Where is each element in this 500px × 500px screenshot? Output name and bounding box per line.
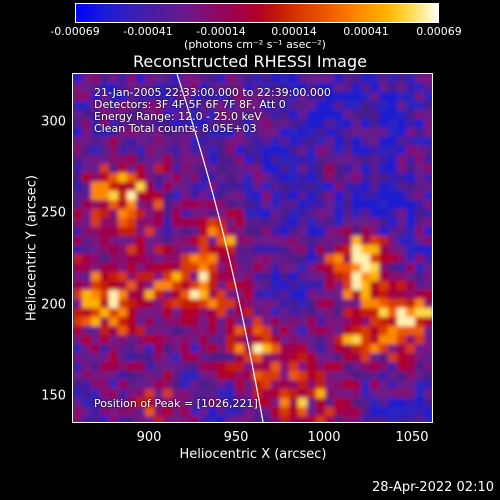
heatmap-image (73, 74, 432, 422)
info-detectors: Detectors: 3F 4F 5F 6F 7F 8F, Att 0 (94, 98, 286, 111)
x-tick-label: 900 (136, 430, 162, 445)
colorbar (75, 3, 439, 23)
y-tick-label: 300 (41, 114, 66, 130)
y-axis-label: Heliocentric Y (arcsec) (24, 175, 40, 321)
image-title: Reconstructed RHESSI Image (133, 52, 367, 71)
colorbar-tick: -0.00014 (196, 25, 246, 38)
colorbar-units: (photons cm⁻² s⁻¹ asec⁻²) (184, 38, 326, 51)
plot-timestamp: 28-Apr-2022 02:10 (372, 480, 494, 495)
y-tick-label: 200 (41, 297, 66, 313)
info-energy-range: Energy Range: 12.0 - 25.0 keV (94, 110, 262, 123)
x-axis-label: Heliocentric X (arcsec) (179, 447, 327, 462)
x-tick-label: 1050 (395, 430, 429, 445)
colorbar-tick: 0.00041 (343, 25, 389, 38)
x-tick-label: 950 (223, 430, 249, 445)
y-tick-label: 150 (41, 388, 66, 404)
colorbar-tick: -0.00069 (50, 25, 100, 38)
solar-limb-line (176, 74, 264, 422)
colorbar-tick: 0.00014 (271, 25, 317, 38)
colorbar-tick: 0.00069 (416, 25, 462, 38)
x-tick-label: 1000 (307, 430, 341, 445)
y-tick-label: 250 (41, 205, 66, 221)
info-time-range: 21-Jan-2005 22:33:00.000 to 22:39:00.000 (94, 86, 331, 99)
rhessi-image-panel (72, 73, 433, 423)
info-peak-position: Position of Peak = [1026,221] (94, 397, 258, 410)
info-total-counts: Clean Total counts: 8.05E+03 (94, 122, 257, 135)
colorbar-tick: -0.00041 (123, 25, 173, 38)
